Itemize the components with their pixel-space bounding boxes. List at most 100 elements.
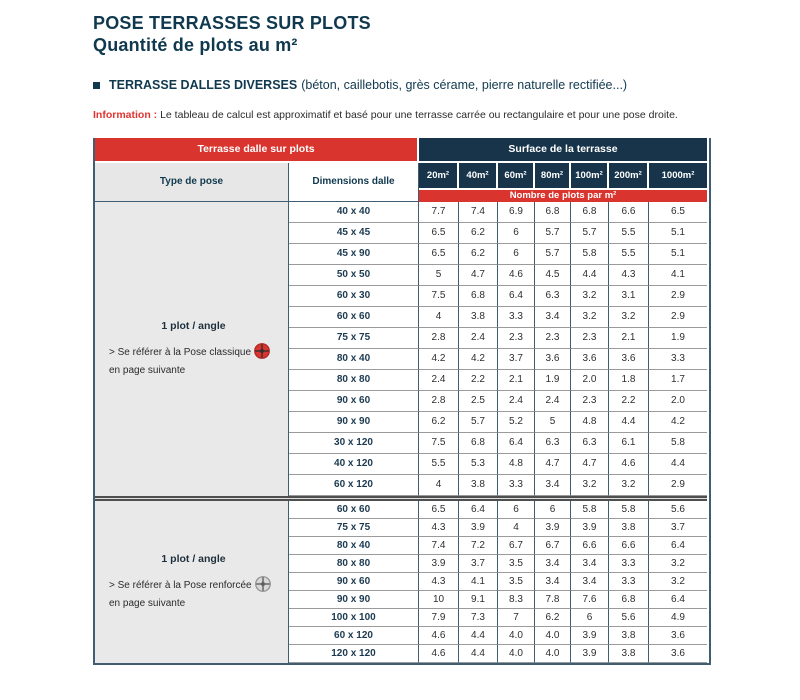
value-cell: 3.2 [609,475,649,496]
dimension-cell: 120 x 120 [289,645,419,663]
dimension-cell: 75 x 75 [289,519,419,537]
value-cell: 6.8 [609,591,649,609]
value-cell: 6.4 [459,501,498,519]
value-cell: 4.6 [498,265,535,286]
value-cell: 4.0 [535,627,571,645]
value-cell: 4.1 [459,573,498,591]
value-cell: 6.5 [419,501,459,519]
dimension-cell: 40 x 40 [289,202,419,223]
section-divider [95,496,707,501]
dimension-cell: 60 x 60 [289,307,419,328]
value-cell: 4 [419,307,459,328]
value-cell: 4.1 [649,265,707,286]
value-cell: 5.5 [609,244,649,265]
value-cell: 1.8 [609,370,649,391]
value-cell: 5.6 [649,501,707,519]
value-cell: 5.8 [649,433,707,454]
value-cell: 2.9 [649,307,707,328]
info-label: Information : [93,109,158,121]
header-type-de-pose: Type de pose [95,163,289,202]
dimension-cell: 90 x 90 [289,591,419,609]
value-cell: 1.7 [649,370,707,391]
value-cell: 3.6 [649,627,707,645]
value-cell: 3.8 [609,519,649,537]
pose-cell-classique: 1 plot / angle > Se référer à la Pose cl… [95,202,289,496]
value-cell: 4.5 [535,265,571,286]
value-cell: 4.3 [419,519,459,537]
value-cell: 3.9 [419,555,459,573]
value-cell: 3.4 [535,573,571,591]
value-cell: 4.7 [459,265,498,286]
dimension-cell: 80 x 40 [289,537,419,555]
value-cell: 2.8 [419,391,459,412]
value-cell: 3.7 [649,519,707,537]
header-dimensions-dalle: Dimensions dalle [289,163,419,202]
surface-col-20m²: 20m² [419,163,459,188]
value-cell: 2.3 [535,328,571,349]
value-cell: 4 [498,519,535,537]
value-cell: 3.9 [459,519,498,537]
value-cell: 4.4 [459,645,498,663]
page-title-line1: POSE TERRASSES SUR PLOTS [93,13,371,33]
dimension-cell: 80 x 80 [289,370,419,391]
value-cell: 6.3 [535,433,571,454]
value-cell: 2.3 [571,391,609,412]
pose-cell-renforcee: 1 plot / angle > Se référer à la Pose re… [95,501,289,663]
value-cell: 3.3 [609,555,649,573]
value-cell: 6.2 [535,609,571,627]
pose-note-line1: > Se référer à la Pose renforcée [109,580,252,591]
value-cell: 5.8 [571,244,609,265]
value-cell: 5.3 [459,454,498,475]
dimension-cell: 60 x 30 [289,286,419,307]
value-cell: 3.9 [571,645,609,663]
value-cell: 2.2 [459,370,498,391]
value-cell: 7 [498,609,535,627]
page-title: POSE TERRASSES SUR PLOTS Quantité de plo… [93,12,711,56]
dimension-cell: 60 x 60 [289,501,419,519]
value-cell: 6.4 [498,433,535,454]
value-cell: 5.7 [535,223,571,244]
value-cell: 3.6 [571,349,609,370]
value-cell: 2.4 [459,328,498,349]
value-cell: 3.2 [649,573,707,591]
value-cell: 8.3 [498,591,535,609]
value-cell: 3.5 [498,555,535,573]
dimension-cell: 45 x 45 [289,223,419,244]
square-bullet-icon [93,81,100,89]
value-cell: 3.6 [609,349,649,370]
dimension-cell: 60 x 120 [289,627,419,645]
value-cell: 3.4 [535,555,571,573]
value-cell: 3.8 [459,475,498,496]
value-cell: 3.4 [571,555,609,573]
value-cell: 2.3 [498,328,535,349]
page-content: POSE TERRASSES SUR PLOTS Quantité de plo… [93,12,711,665]
plot-gray-icon [254,576,271,597]
value-cell: 6.5 [649,202,707,223]
value-cell: 2.4 [419,370,459,391]
value-cell: 3.4 [571,573,609,591]
value-cell: 6 [535,501,571,519]
value-cell: 6.5 [419,244,459,265]
value-cell: 4.2 [649,412,707,433]
value-cell: 2.9 [649,286,707,307]
value-cell: 4.0 [498,645,535,663]
value-cell: 4.2 [419,349,459,370]
value-cell: 3.9 [571,519,609,537]
subheader-nombre-plots: Nombre de plots par m² [419,188,707,202]
value-cell: 4.4 [609,412,649,433]
value-cell: 2.1 [609,328,649,349]
value-cell: 3.3 [498,475,535,496]
value-cell: 5.5 [419,454,459,475]
value-cell: 3.6 [535,349,571,370]
value-cell: 6.2 [419,412,459,433]
value-cell: 6.3 [535,286,571,307]
surface-col-200m²: 200m² [609,163,649,188]
value-cell: 5.6 [609,609,649,627]
value-cell: 3.3 [498,307,535,328]
value-cell: 4.3 [609,265,649,286]
value-cell: 7.3 [459,609,498,627]
value-cell: 6.2 [459,223,498,244]
value-cell: 4.4 [571,265,609,286]
value-cell: 2.0 [571,370,609,391]
value-cell: 5.5 [609,223,649,244]
